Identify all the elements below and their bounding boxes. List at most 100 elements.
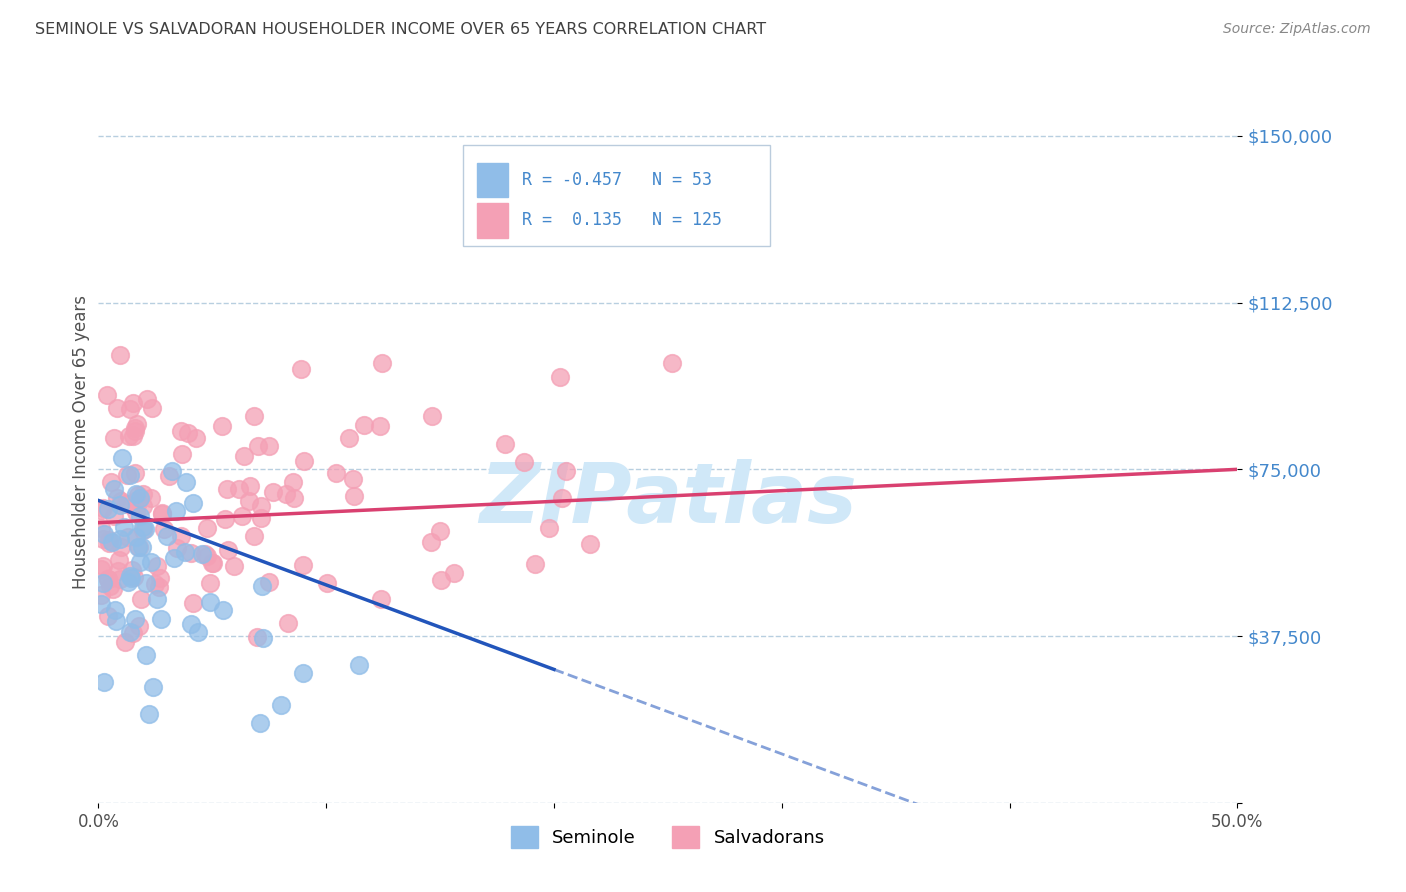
Point <box>274 487 297 501</box>
Point <box>100 475 122 490</box>
Point <box>353 418 375 433</box>
Point <box>90 562 112 576</box>
Point <box>233 450 256 464</box>
Text: Source: ZipAtlas.com: Source: ZipAtlas.com <box>1223 22 1371 37</box>
Point <box>101 582 124 596</box>
Point <box>181 596 204 610</box>
Point <box>243 409 266 423</box>
Point <box>98 533 121 547</box>
Point <box>131 591 153 606</box>
Point <box>246 439 269 453</box>
Point <box>132 524 155 538</box>
Point <box>127 499 149 513</box>
Point <box>125 493 148 508</box>
Point <box>98 579 121 593</box>
Point <box>91 501 114 516</box>
Point <box>103 431 125 445</box>
Point <box>127 488 149 502</box>
Point <box>257 574 280 589</box>
Point <box>124 420 146 434</box>
Point <box>554 464 576 478</box>
Point <box>252 579 274 593</box>
Point <box>283 475 305 489</box>
Point <box>292 454 315 468</box>
Point <box>172 447 194 461</box>
Point <box>97 572 120 586</box>
Point <box>117 575 139 590</box>
Point <box>117 468 139 483</box>
Point <box>112 520 135 534</box>
Point <box>181 496 204 510</box>
Point <box>201 556 224 570</box>
Point <box>118 401 141 416</box>
Point <box>110 540 132 554</box>
Point <box>150 612 173 626</box>
Point <box>195 521 218 535</box>
Point <box>316 575 339 590</box>
Point <box>325 466 347 480</box>
Point <box>180 546 202 560</box>
Point <box>105 614 128 628</box>
Point <box>134 522 156 536</box>
Point <box>128 541 150 555</box>
Point <box>163 551 186 566</box>
Point <box>105 491 128 505</box>
Point <box>152 506 174 520</box>
Point <box>93 675 115 690</box>
Point <box>347 657 370 672</box>
Point <box>523 557 546 571</box>
Point <box>91 576 114 591</box>
Point <box>97 609 120 624</box>
Point <box>128 556 150 570</box>
Point <box>283 491 305 505</box>
Point <box>494 437 516 451</box>
Point <box>170 424 193 438</box>
Point <box>217 543 239 558</box>
Point <box>120 571 142 585</box>
Point <box>124 467 146 481</box>
Point <box>90 588 112 602</box>
Point <box>215 483 238 497</box>
Point <box>149 571 172 585</box>
Point <box>141 401 163 415</box>
Point <box>117 530 139 544</box>
Point <box>142 680 165 694</box>
Text: ZIPatlas: ZIPatlas <box>479 458 856 540</box>
Point <box>187 624 209 639</box>
Point <box>513 455 536 469</box>
Point <box>132 487 155 501</box>
Point <box>138 707 160 722</box>
Point <box>101 535 124 549</box>
Point <box>195 549 218 564</box>
Point <box>342 472 364 486</box>
Point <box>108 348 131 362</box>
Bar <box>477 162 509 197</box>
Point <box>239 479 262 493</box>
Point <box>129 509 152 524</box>
Point <box>430 573 453 587</box>
Point <box>174 545 197 559</box>
Point <box>125 487 148 501</box>
Point <box>548 370 571 384</box>
Point <box>420 534 443 549</box>
Point <box>152 522 174 536</box>
Point <box>110 493 132 508</box>
Point <box>238 494 260 508</box>
Point <box>429 524 451 538</box>
Point <box>370 592 392 607</box>
Point <box>551 491 574 505</box>
Text: R =  0.135   N = 125: R = 0.135 N = 125 <box>522 211 723 229</box>
Point <box>124 425 146 439</box>
Point <box>184 431 207 445</box>
Point <box>132 520 155 534</box>
Point <box>160 464 183 478</box>
Point <box>143 577 166 591</box>
Point <box>177 426 200 441</box>
Point <box>104 603 127 617</box>
Point <box>122 429 145 443</box>
Point <box>277 616 299 631</box>
Point <box>224 559 246 574</box>
Point <box>114 634 136 648</box>
Point <box>165 504 187 518</box>
Point <box>90 503 112 517</box>
